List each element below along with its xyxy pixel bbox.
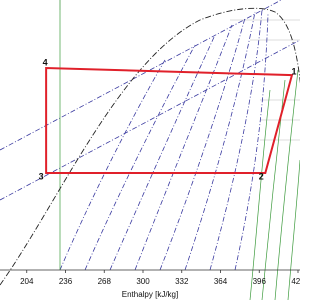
quality-line — [134, 24, 233, 271]
isentrope — [274, 69, 299, 300]
quality-line — [209, 9, 263, 271]
isentrope — [287, 159, 300, 300]
quality-line — [59, 59, 166, 271]
quality-line — [109, 34, 216, 271]
background-lines — [0, 0, 300, 300]
isotherm — [0, 0, 283, 151]
chart: Enthalpy [kJ/kg] 17220423626830033236439… — [0, 0, 300, 300]
isentrope — [261, 79, 286, 300]
isotherm — [0, 39, 300, 201]
x-tick-label: 268 — [98, 277, 112, 286]
x-tick-label: 364 — [214, 277, 228, 286]
x-tick-label: 236 — [59, 277, 73, 286]
quality-line — [159, 17, 246, 271]
state-point-label: 3 — [39, 171, 44, 181]
quality-line — [84, 44, 196, 271]
x-axis-label: Enthalpy [kJ/kg] — [122, 290, 178, 299]
cycle-line — [45, 66, 294, 175]
quality-line — [234, 13, 269, 271]
state-point-label: 4 — [43, 57, 48, 67]
x-tick-label: 428 — [291, 277, 300, 286]
x-tick-label: 300 — [136, 277, 150, 286]
state-point-label: 2 — [259, 171, 264, 181]
state-point-label: 1 — [291, 67, 296, 77]
saturation-dome — [0, 7, 300, 286]
x-tick-label: 332 — [175, 277, 189, 286]
quality-line — [184, 11, 256, 271]
isentrope — [249, 89, 271, 300]
x-tick-label: 396 — [253, 277, 267, 286]
x-tick-label: 204 — [20, 277, 34, 286]
